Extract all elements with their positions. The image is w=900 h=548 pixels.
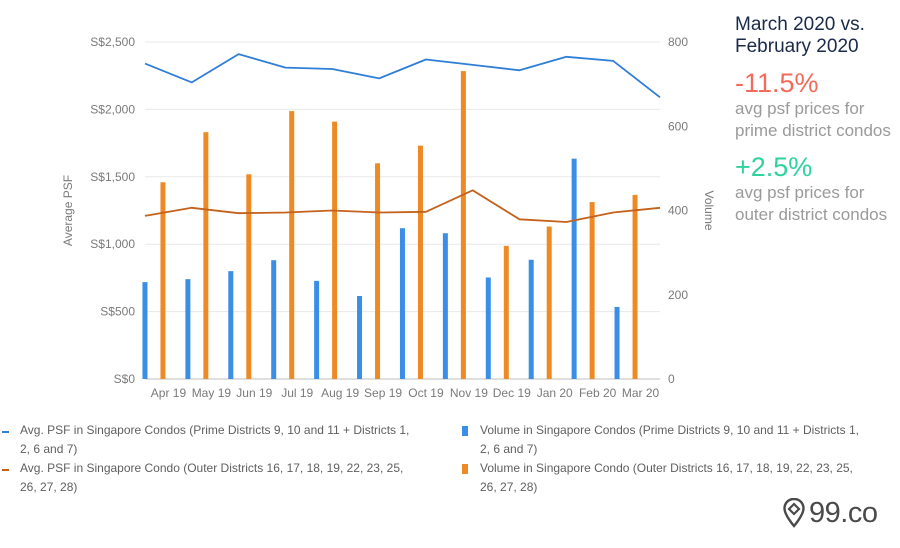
x-tick-label: Jun 19: [236, 386, 272, 400]
brand-name: 99.co: [809, 496, 878, 529]
summary-panel: March 2020 vs. February 2020 -11.5% avg …: [735, 14, 900, 226]
line-prime-psf: [144, 53, 661, 99]
bar-outer-volume: [546, 226, 552, 379]
bar-outer-volume: [589, 202, 595, 379]
bar-prime-volume: [614, 306, 620, 379]
legend-outer-psf[interactable]: Avg. PSF in Singapore Condo (Outer Distr…: [2, 459, 412, 497]
stat-prime-value: -11.5%: [735, 68, 819, 98]
y-right-tick-label: 400: [668, 204, 688, 218]
bar-prime-volume: [357, 296, 363, 379]
x-tick-label: Sep 19: [364, 386, 402, 400]
y-left-axis-title: Average PSF: [61, 175, 75, 246]
x-tick-label: Feb 20: [579, 386, 617, 400]
legend-bar-swatch: [462, 426, 468, 436]
bar-prime-volume: [271, 260, 277, 379]
bar-outer-volume: [203, 132, 209, 379]
map-pin-icon: [783, 498, 805, 528]
y-left-tick-label: S$0: [114, 372, 136, 386]
legend-prime-volume[interactable]: Volume in Singapore Condos (Prime Distri…: [462, 421, 872, 459]
legend-outer-volume[interactable]: Volume in Singapore Condo (Outer Distric…: [462, 459, 872, 497]
stat-prime: -11.5% avg psf prices for prime district…: [735, 68, 900, 142]
legend-label: Avg. PSF in Singapore Condo (Outer Distr…: [20, 461, 404, 494]
brand-logo: 99.co: [783, 493, 878, 533]
bar-outer-volume: [289, 111, 295, 380]
bar-outer-volume: [503, 245, 509, 379]
bar-prime-volume: [142, 282, 148, 379]
legend-line-swatch: [2, 469, 9, 471]
legend-bar-swatch: [462, 464, 468, 474]
x-tick-label: Dec 19: [493, 386, 531, 400]
bar-prime-volume: [485, 277, 491, 379]
legend-label: Volume in Singapore Condo (Outer Distric…: [480, 461, 853, 494]
x-tick-label: Nov 19: [450, 386, 488, 400]
bar-outer-volume: [632, 194, 638, 379]
x-tick-label: Aug 19: [321, 386, 359, 400]
stat-outer-value: +2.5%: [735, 152, 813, 182]
stat-outer: +2.5% avg psf prices for outer district …: [735, 152, 900, 226]
x-tick-label: Oct 19: [408, 386, 444, 400]
y-left-tick-label: S$1,000: [90, 237, 135, 251]
y-left-tick-label: S$500: [100, 305, 135, 319]
bar-outer-volume: [375, 163, 381, 379]
x-tick-label: Mar 20: [622, 386, 660, 400]
x-tick-label: May 19: [192, 386, 232, 400]
legend-prime-psf[interactable]: Avg. PSF in Singapore Condos (Prime Dist…: [2, 421, 412, 459]
combo-chart: S$0 S$500 S$1,000 S$1,500 S$2,000 S$2,500 0 200…: [61, 35, 716, 400]
legend-line-swatch: [2, 431, 9, 433]
bar-outer-volume: [246, 174, 252, 379]
legend-label: Avg. PSF in Singapore Condos (Prime Dist…: [20, 423, 410, 456]
bar-prime-volume: [571, 158, 577, 379]
bar-prime-volume: [528, 259, 534, 379]
y-left-tick-label: S$1,500: [90, 170, 135, 184]
y-left-tick-label: S$2,000: [90, 102, 135, 116]
x-tick-label: Jan 20: [537, 386, 573, 400]
stat-prime-description: avg psf prices for prime district condos: [735, 99, 891, 140]
y-left-tick-label: S$2,500: [90, 35, 135, 49]
bar-prime-volume: [399, 228, 405, 379]
bar-outer-volume: [460, 71, 466, 379]
x-tick-label: Apr 19: [151, 386, 187, 400]
summary-title: March 2020 vs. February 2020: [735, 14, 865, 57]
x-tick-label: Jul 19: [281, 386, 313, 400]
y-right-tick-label: 800: [668, 35, 688, 49]
line-outer-psf: [144, 189, 661, 223]
chart-legend: Avg. PSF in Singapore Condos (Prime Dist…: [0, 418, 900, 498]
bar-prime-volume: [314, 280, 320, 379]
y-right-axis-title: Volume: [702, 190, 716, 230]
y-right-tick-label: 200: [668, 288, 688, 302]
stat-outer-description: avg psf prices for outer district condos: [735, 183, 888, 224]
bar-outer-volume: [160, 182, 166, 379]
legend-label: Volume in Singapore Condos (Prime Distri…: [480, 423, 859, 456]
bar-outer-volume: [417, 145, 423, 379]
y-right-tick-label: 600: [668, 119, 688, 133]
bar-prime-volume: [185, 279, 191, 379]
bar-prime-volume: [442, 233, 448, 379]
y-right-tick-label: 0: [668, 372, 675, 386]
bar-prime-volume: [228, 271, 234, 379]
bar-outer-volume: [332, 121, 338, 380]
